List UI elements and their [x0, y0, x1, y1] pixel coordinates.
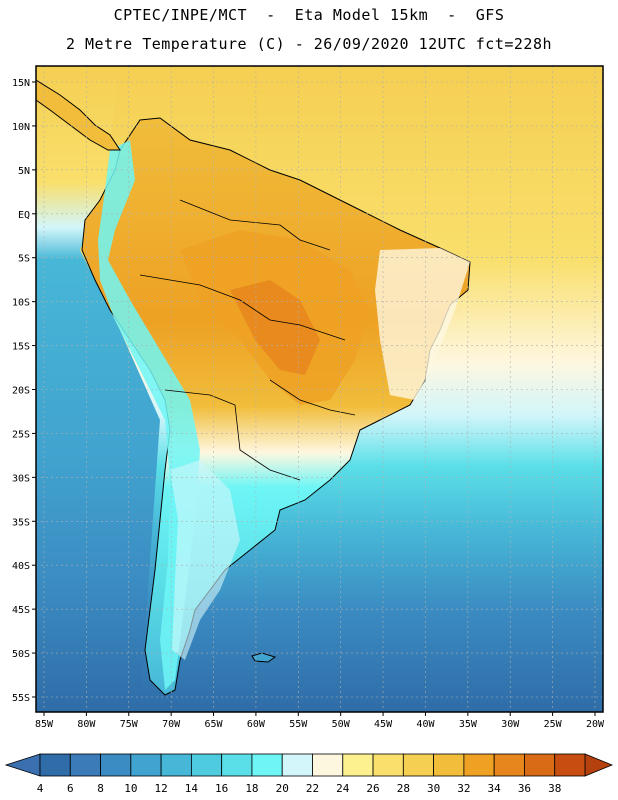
- colorbar-over-arrow: [584, 753, 614, 777]
- colorbar-label: 10: [124, 782, 137, 795]
- lon-label: 40W: [416, 719, 435, 730]
- lon-label: 55W: [289, 719, 308, 730]
- lat-label: 15S: [12, 342, 30, 353]
- falkland-islands: [251, 652, 277, 663]
- lat-label: 10N: [12, 122, 30, 133]
- lat-label: 35S: [12, 517, 30, 528]
- colorbar-swatch: [342, 753, 374, 777]
- colorbar-swatch: [190, 753, 223, 777]
- colorbar-swatch: [251, 753, 283, 777]
- colorbar-swatch: [100, 753, 132, 777]
- east-coast-mild-region: [375, 248, 470, 400]
- lat-label: 5S: [18, 254, 30, 265]
- lon-label: 60W: [247, 719, 266, 730]
- country-border: [269, 379, 356, 416]
- colorbar-swatch: [69, 753, 101, 777]
- lat-label: EQ: [18, 210, 30, 221]
- colorbar-label: 20: [276, 782, 289, 795]
- colorbar-label: 16: [215, 782, 228, 795]
- colorbar-swatch: [130, 753, 162, 777]
- colorbar-swatch: [463, 753, 495, 777]
- colorbar-label: 26: [366, 782, 379, 795]
- colorbar-label: 34: [488, 782, 502, 795]
- country-border: [179, 199, 331, 251]
- lat-label: 20S: [12, 386, 30, 397]
- lat-label: 10S: [12, 298, 30, 309]
- patagonia-cool-region: [170, 460, 240, 660]
- colorbar-label: 36: [518, 782, 531, 795]
- lat-label: 50S: [12, 649, 30, 660]
- longitude-labels: 85W 80W 75W 70W 65W 60W 55W 50W 45W 40W 35W 30W 25W 2…: [35, 712, 605, 730]
- lat-label: 25S: [12, 429, 30, 440]
- central-america-land: [36, 79, 121, 151]
- lon-label: 45W: [374, 719, 393, 730]
- lon-label: 20W: [586, 719, 605, 730]
- colorbar-label: 18: [245, 782, 258, 795]
- colorbar-swatch: [554, 753, 586, 777]
- colorbar-label: 24: [336, 782, 350, 795]
- chart-title-line2: 2 Metre Temperature (C) - 26/09/2020 12U…: [65, 35, 553, 53]
- colorbar-label: 32: [457, 782, 470, 795]
- lon-label: 30W: [501, 719, 520, 730]
- colorbar-swatch: [39, 753, 71, 777]
- lat-label: 45S: [12, 605, 30, 616]
- colorbar-label: 6: [67, 782, 74, 795]
- interior-hottest-region: [230, 280, 320, 375]
- latitude-labels: 15N 10N 5N EQ 5S 10S 15S 20S 25S 30S 35S 40S 45S 50S 5…: [12, 78, 36, 704]
- lon-label: 25W: [544, 719, 563, 730]
- colorbar-under-arrow: [4, 753, 41, 777]
- country-border: [234, 404, 301, 481]
- colorbar-swatch: [221, 753, 253, 777]
- chart-title-line1: CPTEC/INPE/MCT - Eta Model 15km - GFS: [113, 6, 505, 24]
- lat-label: 5N: [18, 166, 30, 177]
- country-border: [139, 274, 346, 341]
- lon-label: 80W: [77, 719, 96, 730]
- colorbar-label: 4: [37, 782, 44, 795]
- colorbar-swatch: [372, 753, 404, 777]
- lat-label: 40S: [12, 561, 30, 572]
- colorbar-swatch: [433, 753, 465, 777]
- lon-label: 85W: [35, 719, 54, 730]
- andes-cold-band: [98, 140, 200, 690]
- colorbar-label: 12: [154, 782, 167, 795]
- colorbar-swatch: [493, 753, 525, 777]
- colorbar-label: 8: [97, 782, 104, 795]
- colorbar-label: 22: [306, 782, 319, 795]
- lat-label: 55S: [12, 693, 30, 704]
- colorbar-swatch: [524, 753, 556, 777]
- lon-label: 35W: [459, 719, 478, 730]
- colorbar-label: 28: [397, 782, 410, 795]
- lon-label: 75W: [120, 719, 139, 730]
- lon-label: 65W: [205, 719, 224, 730]
- pacific-ocean-field: [36, 66, 160, 712]
- colorbar-swatch: [160, 753, 192, 777]
- lat-label: 15N: [12, 78, 30, 89]
- lat-label: 30S: [12, 473, 30, 484]
- colorbar-swatch: [312, 753, 344, 777]
- colorbar-label: 30: [427, 782, 440, 795]
- colorbar-label: 14: [185, 782, 199, 795]
- country-border: [164, 389, 236, 406]
- lon-label: 70W: [162, 719, 181, 730]
- colorbar-label: 38: [548, 782, 561, 795]
- colorbar-swatch: [281, 753, 313, 777]
- colorbar-swatch: [402, 753, 435, 777]
- lon-label: 50W: [332, 719, 351, 730]
